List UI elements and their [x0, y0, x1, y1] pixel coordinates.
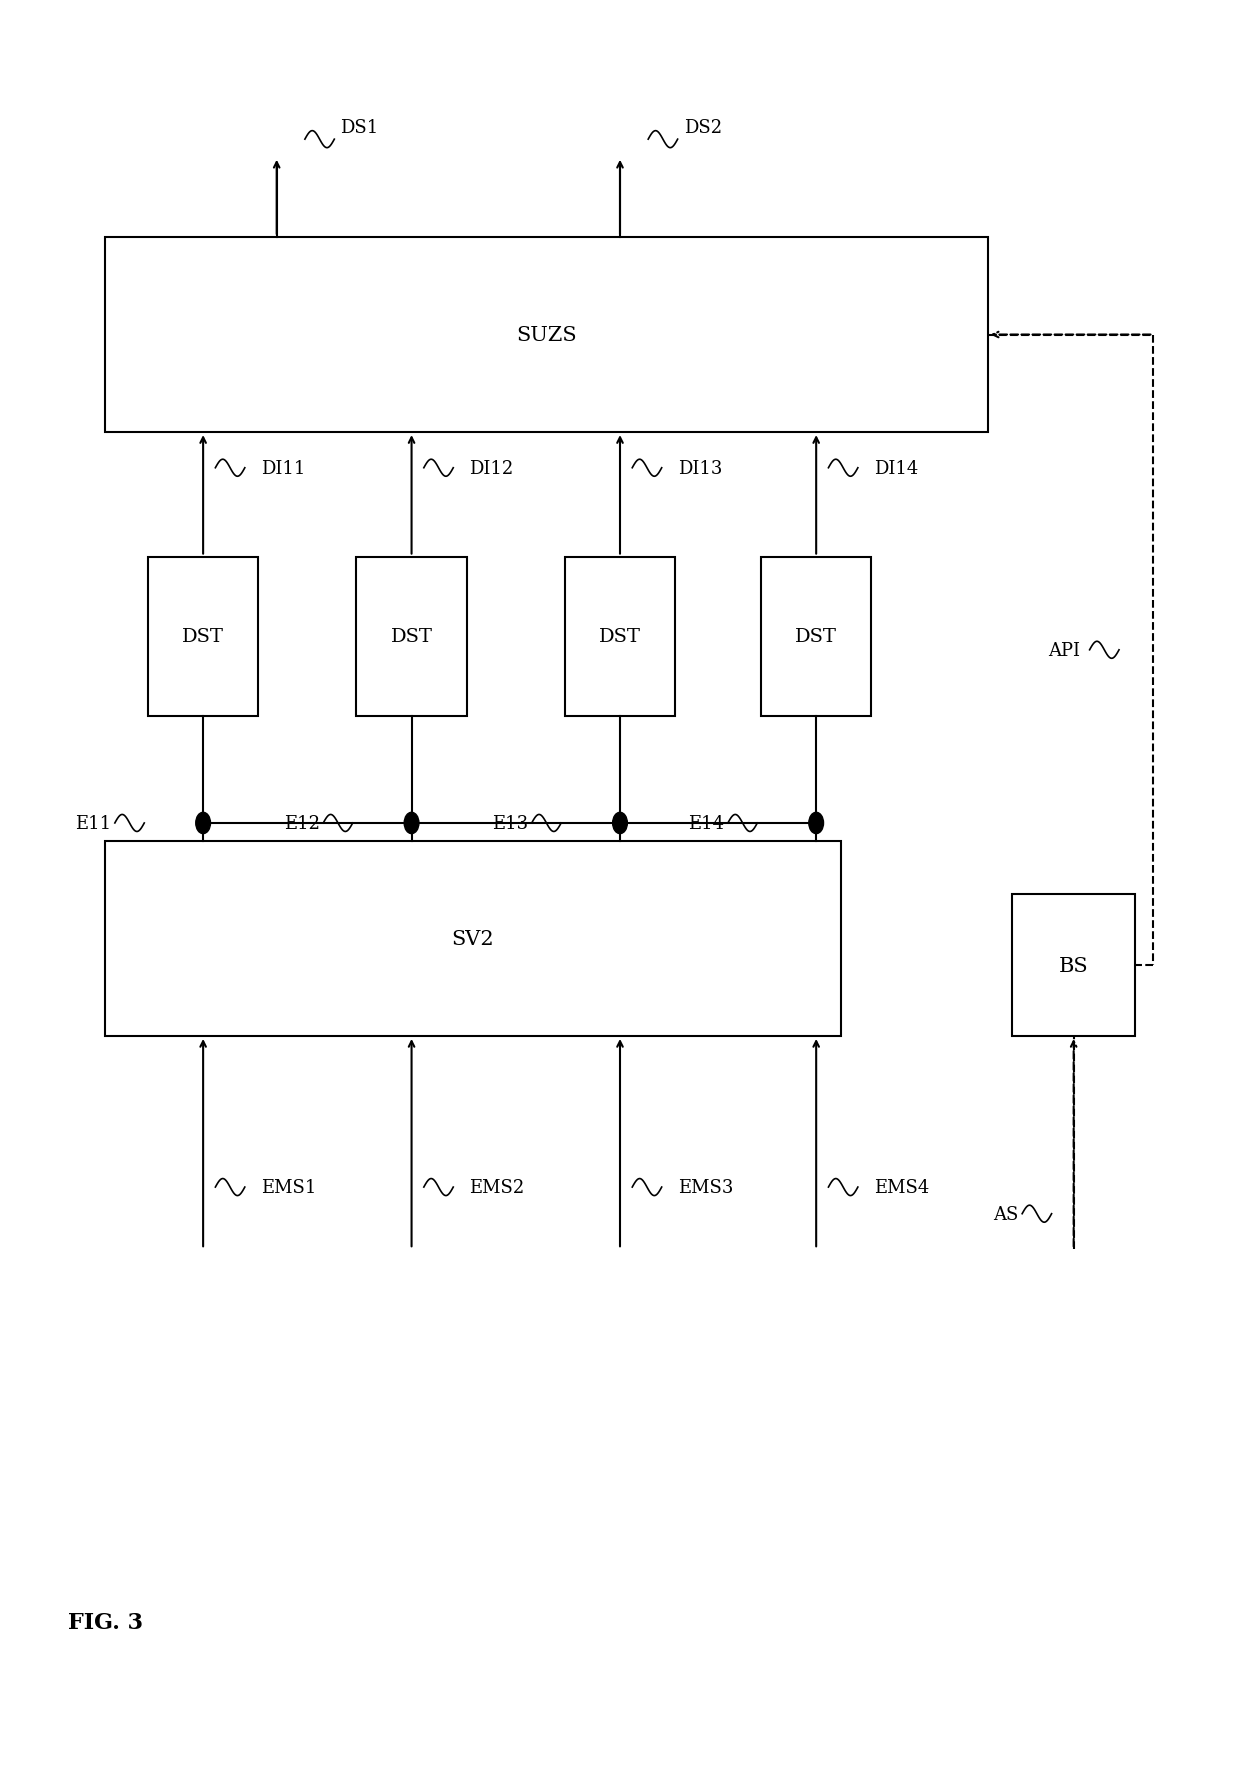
Circle shape: [808, 812, 823, 834]
Text: SV2: SV2: [451, 928, 495, 948]
Text: DST: DST: [391, 628, 433, 646]
FancyBboxPatch shape: [105, 238, 988, 433]
Text: FIG. 3: FIG. 3: [68, 1612, 144, 1633]
Text: DI13: DI13: [677, 460, 722, 478]
Circle shape: [196, 812, 211, 834]
FancyBboxPatch shape: [105, 841, 841, 1036]
Text: DST: DST: [599, 628, 641, 646]
FancyBboxPatch shape: [148, 556, 258, 717]
Text: SUZS: SUZS: [516, 326, 577, 345]
Text: DS2: DS2: [683, 118, 722, 136]
Text: DI11: DI11: [260, 460, 305, 478]
Text: E12: E12: [284, 814, 320, 832]
FancyBboxPatch shape: [356, 556, 466, 717]
Text: DST: DST: [182, 628, 224, 646]
Circle shape: [613, 812, 627, 834]
Text: DI14: DI14: [874, 460, 918, 478]
Text: AS: AS: [993, 1206, 1018, 1224]
Text: E11: E11: [76, 814, 112, 832]
FancyBboxPatch shape: [1012, 894, 1135, 1036]
Text: API: API: [1048, 642, 1080, 660]
Text: DI12: DI12: [469, 460, 513, 478]
Text: EMS4: EMS4: [874, 1179, 929, 1197]
FancyBboxPatch shape: [565, 556, 675, 717]
Text: EMS2: EMS2: [469, 1179, 525, 1197]
Text: EMS1: EMS1: [260, 1179, 316, 1197]
Text: E14: E14: [688, 814, 724, 832]
Text: E13: E13: [492, 814, 528, 832]
Text: DST: DST: [795, 628, 837, 646]
Text: EMS3: EMS3: [677, 1179, 733, 1197]
FancyBboxPatch shape: [761, 556, 872, 717]
Circle shape: [404, 812, 419, 834]
Text: BS: BS: [1059, 955, 1089, 975]
Text: DS1: DS1: [341, 118, 378, 136]
